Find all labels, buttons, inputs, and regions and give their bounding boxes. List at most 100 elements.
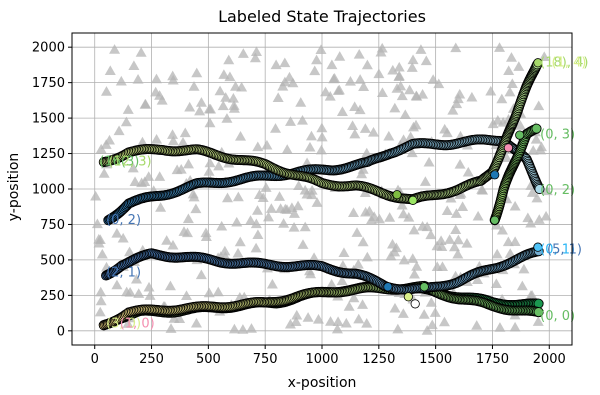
background-triangle — [220, 92, 232, 102]
background-triangle — [302, 312, 314, 322]
background-triangle — [433, 78, 445, 89]
background-triangle — [399, 109, 411, 120]
background-triangle — [204, 117, 216, 128]
background-triangle — [408, 224, 420, 235]
background-triangle — [427, 74, 439, 84]
background-triangle — [205, 103, 217, 114]
background-triangle — [436, 241, 448, 252]
background-triangle — [109, 44, 121, 54]
background-triangle — [373, 68, 385, 79]
background-triangle — [167, 70, 179, 81]
background-triangle — [139, 98, 151, 109]
background-triangle — [420, 55, 432, 66]
background-triangle — [397, 308, 409, 318]
x-tick-label: 500 — [196, 352, 221, 367]
background-triangle — [295, 97, 307, 107]
background-triangle — [471, 274, 483, 285]
background-triangle — [393, 70, 405, 81]
background-triangle — [203, 287, 215, 298]
background-triangle — [252, 229, 264, 239]
background-triangle — [122, 318, 134, 328]
background-triangle — [156, 95, 168, 105]
background-triangle — [392, 323, 404, 334]
background-triangle — [375, 46, 387, 57]
background-triangle — [496, 93, 508, 104]
background-triangle — [200, 227, 212, 238]
background-triangle — [359, 187, 371, 197]
background-triangle — [518, 263, 530, 274]
background-triangle — [122, 104, 134, 114]
background-triangle — [417, 89, 429, 99]
highlight-point — [392, 190, 402, 200]
background-triangle — [304, 141, 316, 152]
background-triangle — [540, 210, 552, 221]
background-triangle — [487, 118, 499, 129]
background-triangle — [396, 199, 408, 210]
background-triangle — [363, 205, 375, 216]
background-triangle — [425, 229, 437, 240]
background-triangle — [281, 144, 293, 154]
background-triangle — [293, 180, 305, 191]
background-triangle — [296, 115, 308, 125]
background-triangle — [316, 131, 328, 142]
background-triangle — [349, 101, 361, 112]
background-triangle — [466, 91, 478, 102]
highlight-points — [383, 58, 543, 309]
background-triangle — [132, 74, 144, 84]
background-triangle — [251, 205, 263, 215]
background-triangle — [167, 129, 179, 139]
background-triangle — [167, 135, 179, 146]
x-tick-label: 2000 — [533, 352, 566, 367]
highlight-point — [490, 170, 500, 180]
background-triangle — [514, 120, 526, 130]
background-triangle — [436, 261, 448, 271]
background-triangle — [165, 323, 177, 333]
background-triangle — [353, 49, 365, 59]
background-triangle — [320, 86, 332, 97]
highlight-point — [410, 299, 420, 309]
background-triangle — [228, 100, 240, 110]
background-triangle — [195, 97, 207, 107]
background-triangle — [150, 73, 162, 84]
background-triangle — [252, 141, 264, 152]
state-label: (0, 0) — [540, 309, 575, 324]
chart-title: Labeled State Trajectories — [218, 7, 426, 26]
background-triangle — [130, 273, 142, 284]
background-triangle — [348, 292, 360, 303]
background-triangle — [257, 192, 269, 202]
x-tick-label: 1000 — [305, 352, 338, 367]
background-triangle — [250, 242, 262, 253]
background-triangle — [219, 245, 231, 256]
background-triangle — [541, 185, 553, 196]
background-triangle — [261, 139, 273, 150]
highlight-point — [408, 195, 418, 205]
background-triangle — [359, 123, 371, 133]
background-triangle — [502, 236, 514, 247]
background-triangle — [284, 318, 296, 329]
background-triangle — [494, 322, 506, 332]
y-tick-label: 750 — [40, 218, 65, 233]
background-triangle — [353, 313, 365, 324]
background-triangle — [237, 324, 249, 334]
background-triangle — [405, 131, 417, 142]
background-triangle — [525, 290, 537, 300]
background-triangle — [425, 297, 437, 307]
background-triangle — [407, 253, 419, 263]
background-triangle — [326, 59, 338, 70]
x-tick-label: 750 — [253, 352, 278, 367]
background-triangle — [309, 65, 321, 76]
background-triangle — [94, 306, 106, 317]
background-triangle — [441, 205, 453, 215]
background-triangle — [396, 90, 408, 101]
background-triangle — [361, 251, 373, 262]
background-triangle — [410, 119, 422, 130]
background-triangle — [190, 203, 202, 214]
background-triangle — [450, 224, 462, 235]
background-triangle — [235, 131, 247, 141]
background-triangle — [408, 268, 420, 279]
background-triangle — [491, 248, 503, 259]
background-triangle — [167, 239, 179, 250]
background-triangle — [538, 51, 550, 61]
background-triangle — [231, 216, 243, 227]
background-triangle — [164, 280, 176, 291]
